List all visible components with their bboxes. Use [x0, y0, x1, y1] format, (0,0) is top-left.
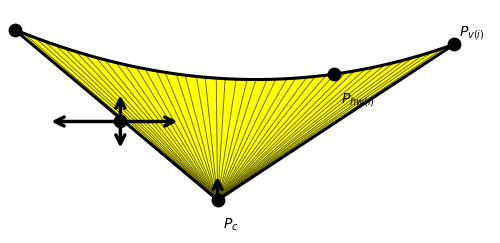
Polygon shape	[14, 30, 454, 200]
Text: $P_{v(i)}$: $P_{v(i)}$	[460, 24, 485, 42]
Point	[10, 28, 18, 32]
Point	[214, 198, 222, 202]
Point	[450, 42, 458, 46]
Text: $P_{hw(i)}$: $P_{hw(i)}$	[341, 91, 375, 109]
Point	[116, 120, 124, 123]
Point	[330, 72, 338, 76]
Text: $P_c$: $P_c$	[222, 217, 238, 233]
